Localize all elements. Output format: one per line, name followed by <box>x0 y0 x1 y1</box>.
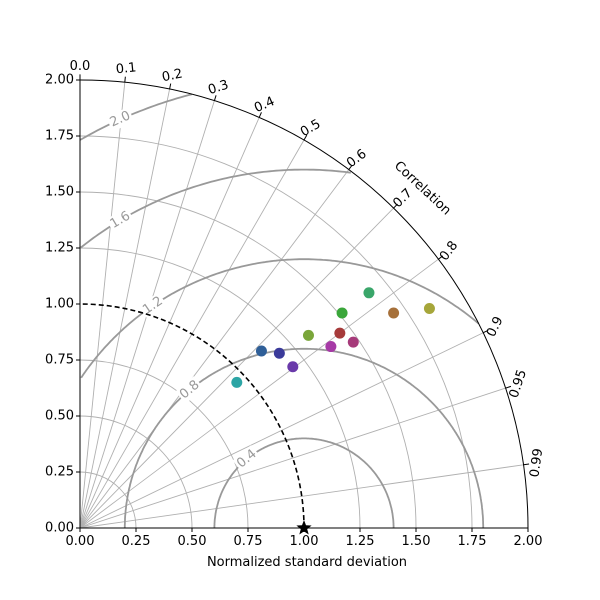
data-point <box>363 287 375 299</box>
correlation-tick-mark <box>505 385 512 389</box>
y-tick-label: 1.25 <box>45 241 74 256</box>
reference-std-arc <box>79 303 305 529</box>
y-tick-label: 1.50 <box>45 185 74 200</box>
correlation-tick-label: 0.95 <box>507 368 530 400</box>
data-point <box>302 329 314 341</box>
rms-contour <box>213 437 395 528</box>
correlation-tick-label: 0.1 <box>115 60 137 77</box>
outer-boundary-arc <box>79 79 529 529</box>
y-tick-label: 0.50 <box>45 409 74 424</box>
correlation-grid-line <box>79 387 506 529</box>
x-tick-label: 1.75 <box>458 534 487 549</box>
y-tick-label: 0.25 <box>45 465 74 480</box>
data-point <box>347 336 359 348</box>
data-point <box>231 376 243 388</box>
correlation-tick-label: 0.8 <box>437 238 461 264</box>
x-tick-label: 1.00 <box>290 534 319 549</box>
data-point <box>388 307 400 319</box>
y-tick-label: 1.75 <box>45 129 74 144</box>
x-tick-label: 2.00 <box>514 534 543 549</box>
x-tick-label: 1.50 <box>402 534 431 549</box>
data-points-layer <box>231 287 435 535</box>
rms-label-backing <box>105 207 135 234</box>
tick-layer: 0.0 0.1 0.20.30.40.50.60.70.80.90.950.990.… <box>45 59 546 549</box>
x-tick-label: 0.50 <box>178 534 207 549</box>
correlation-tick-mark <box>482 329 489 334</box>
correlation-tick-label: 0.2 <box>161 66 184 85</box>
correlation-tick-mark <box>348 164 353 170</box>
correlation-tick-label: 0.0 <box>70 59 91 74</box>
y-tick-label: 0.75 <box>45 353 74 368</box>
correlation-tick-label: 0.5 <box>298 117 323 140</box>
rms-contour-layer: 0.40.81.21.62.0 <box>79 93 485 528</box>
data-point <box>334 327 346 339</box>
x-axis-label: Normalized standard deviation <box>207 555 407 570</box>
rms-label-backing <box>232 445 262 473</box>
rms-label-backing <box>106 107 135 132</box>
x-tick-label: 0.00 <box>66 534 95 549</box>
correlation-grid-line <box>79 169 350 529</box>
data-point <box>287 361 299 373</box>
x-tick-label: 0.25 <box>122 534 151 549</box>
correlation-tick-mark <box>438 255 444 260</box>
x-tick-label: 1.25 <box>346 534 375 549</box>
correlation-grid-line <box>79 464 524 529</box>
correlation-tick-mark <box>303 134 308 141</box>
y-tick-label: 1.00 <box>45 297 74 312</box>
rms-contour <box>79 93 193 141</box>
data-point <box>336 307 348 319</box>
rms-contour <box>80 258 480 379</box>
correlation-tick-mark <box>169 83 172 90</box>
correlation-tick-mark <box>258 112 262 118</box>
data-point <box>273 347 285 359</box>
correlation-tick-mark <box>124 76 126 83</box>
std-grid-arc <box>79 135 473 529</box>
correlation-tick-label: 0.4 <box>252 94 277 116</box>
rms-label-backing <box>138 292 168 320</box>
data-point <box>255 345 267 357</box>
std-grid-arc <box>79 359 249 529</box>
correlation-tick-label: 0.3 <box>206 78 230 99</box>
rms-label-backing <box>175 376 205 404</box>
y-tick-label: 2.00 <box>45 73 74 88</box>
correlation-tick-label: 0.99 <box>527 448 546 479</box>
x-tick-label: 0.75 <box>234 534 263 549</box>
rms-contour <box>80 168 351 249</box>
correlation-tick-mark <box>523 463 530 466</box>
reference-star-marker <box>296 520 312 535</box>
y-tick-label: 0.00 <box>45 521 74 536</box>
std-grid-arc <box>79 247 361 529</box>
data-point <box>423 302 435 314</box>
correlation-grid-line <box>79 332 484 529</box>
correlation-tick-label: 0.6 <box>344 147 370 171</box>
rms-contour <box>123 347 485 528</box>
rms-contour-label: 1.2 <box>140 294 166 318</box>
correlation-tick-mark <box>213 95 217 101</box>
std-grid-arc <box>79 471 137 529</box>
correlation-tick-mark <box>393 203 398 209</box>
data-point <box>325 341 337 353</box>
correlation-tick-label: 0.9 <box>484 314 507 339</box>
std-grid-arc <box>79 415 193 529</box>
